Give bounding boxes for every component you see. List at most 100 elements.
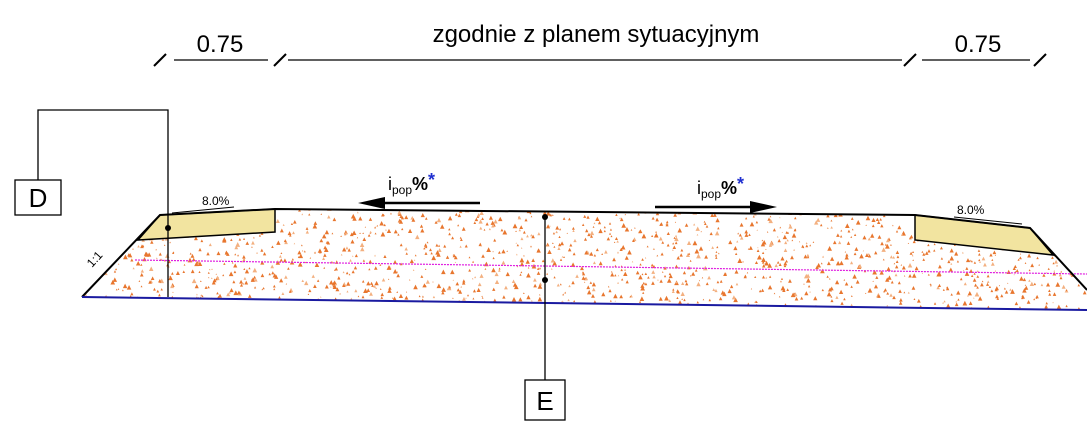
speckle xyxy=(494,272,499,277)
speckle xyxy=(330,286,332,288)
speckle xyxy=(405,252,408,255)
speckle xyxy=(498,216,503,222)
speckle xyxy=(515,242,517,244)
speckle xyxy=(635,270,640,275)
speckle xyxy=(83,251,87,254)
speckle xyxy=(95,232,99,236)
speckle xyxy=(380,296,384,299)
speckle xyxy=(1048,292,1052,296)
speckle xyxy=(862,235,867,240)
speckle xyxy=(640,283,645,288)
speckle xyxy=(271,245,274,249)
speckle xyxy=(776,235,779,238)
speckle xyxy=(591,287,596,292)
speckle xyxy=(291,258,294,261)
speckle xyxy=(853,252,857,256)
speckle xyxy=(816,217,821,222)
speckle xyxy=(552,242,554,245)
speckle xyxy=(1060,213,1066,218)
speckle xyxy=(597,221,602,225)
speckle xyxy=(477,282,482,287)
speckle xyxy=(1079,209,1082,212)
speckle xyxy=(912,250,915,254)
speckle xyxy=(1048,289,1051,292)
speckle xyxy=(516,243,519,247)
speckle xyxy=(438,244,441,247)
speckle xyxy=(621,278,624,281)
speckle xyxy=(965,258,970,263)
speckle xyxy=(253,275,257,279)
speckle xyxy=(785,259,788,263)
speckle xyxy=(1066,227,1070,231)
speckle xyxy=(106,300,112,305)
speckle xyxy=(352,216,357,221)
speckle xyxy=(757,254,762,260)
speckle xyxy=(537,296,543,302)
speckle xyxy=(345,271,349,275)
speckle xyxy=(539,267,542,270)
speckle xyxy=(866,209,870,212)
speckle xyxy=(592,261,596,265)
speckle xyxy=(180,204,182,206)
speckle xyxy=(820,262,823,265)
speckle xyxy=(207,271,210,274)
speckle xyxy=(865,292,867,295)
speckle xyxy=(581,271,585,274)
speckle xyxy=(955,300,957,303)
speckle xyxy=(519,273,522,276)
speckle xyxy=(308,213,311,216)
speckle xyxy=(844,251,847,253)
speckle xyxy=(1000,294,1004,298)
speckle xyxy=(976,275,980,278)
speckle xyxy=(805,277,811,283)
speckle xyxy=(666,243,670,247)
speckle xyxy=(117,288,120,290)
speckle xyxy=(696,253,701,259)
speckle xyxy=(172,291,174,294)
speckle xyxy=(97,206,99,208)
speckle xyxy=(303,250,306,253)
speckle xyxy=(1047,267,1050,270)
speckle xyxy=(179,305,182,308)
speckle xyxy=(127,253,131,257)
speckle xyxy=(82,256,83,261)
speckle xyxy=(580,266,584,271)
speckle xyxy=(529,212,532,215)
speckle xyxy=(424,268,427,270)
speckle xyxy=(677,227,683,233)
speckle xyxy=(782,288,786,293)
speckle xyxy=(316,279,320,282)
speckle xyxy=(986,274,990,278)
speckle xyxy=(396,271,398,273)
speckle xyxy=(647,276,650,279)
speckle xyxy=(737,258,743,263)
speckle xyxy=(352,255,354,257)
speckle xyxy=(398,293,404,298)
speckle xyxy=(912,259,914,261)
speckle xyxy=(927,249,931,253)
speckle xyxy=(913,298,916,300)
speckle xyxy=(423,243,428,247)
speckle xyxy=(82,209,85,214)
speckle xyxy=(273,288,276,291)
speckle xyxy=(436,283,442,289)
crossfall-label: ipop%* xyxy=(388,170,435,197)
speckle xyxy=(374,280,379,286)
speckle xyxy=(625,280,629,284)
speckle xyxy=(435,243,439,247)
speckle xyxy=(1036,209,1042,213)
speckle xyxy=(956,260,960,263)
speckle xyxy=(441,291,445,295)
speckle xyxy=(580,309,585,310)
speckle xyxy=(1012,266,1016,271)
speckle xyxy=(452,254,454,256)
speckle xyxy=(641,273,644,276)
speckle xyxy=(668,299,672,302)
speckle xyxy=(867,287,873,293)
speckle xyxy=(308,289,312,293)
speckle xyxy=(694,248,700,254)
speckle xyxy=(472,260,475,263)
speckle xyxy=(122,283,128,289)
speckle xyxy=(547,249,552,255)
speckle xyxy=(584,276,589,281)
